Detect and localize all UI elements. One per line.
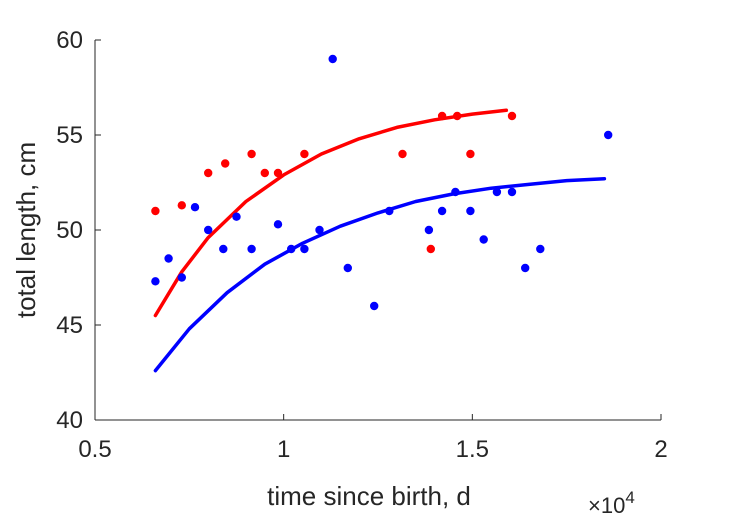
data-point-series-1 xyxy=(260,168,269,178)
x-multiplier-base: ×10 xyxy=(588,493,625,518)
y-axis-label: total length, cm xyxy=(11,142,41,318)
data-point-series-2 xyxy=(479,235,488,244)
x-tick-label: 2 xyxy=(654,436,667,463)
data-point-series-1 xyxy=(177,201,186,210)
data-point-series-2 xyxy=(536,244,545,254)
data-point-series-2 xyxy=(370,301,379,311)
data-point-series-2 xyxy=(451,187,460,197)
x-tick-label: 1.5 xyxy=(456,436,489,463)
y-tick-label: 60 xyxy=(56,27,83,54)
x-axis-label: time since birth, d xyxy=(267,481,471,511)
data-points xyxy=(151,54,613,311)
data-point-series-2 xyxy=(204,225,213,235)
y-tick-label: 50 xyxy=(56,217,83,244)
fit-curve-2 xyxy=(153,176,607,373)
data-point-series-1 xyxy=(466,149,475,159)
data-point-series-2 xyxy=(177,273,186,282)
data-point-series-1 xyxy=(437,111,447,121)
data-point-series-2 xyxy=(300,244,309,254)
data-point-series-2 xyxy=(190,203,200,212)
data-point-series-2 xyxy=(424,225,434,235)
data-point-series-1 xyxy=(221,159,230,168)
data-point-series-1 xyxy=(204,168,213,178)
data-point-series-2 xyxy=(219,244,228,254)
fit-curves xyxy=(153,108,607,373)
data-point-series-2 xyxy=(466,206,475,216)
y-tick-label: 55 xyxy=(56,122,83,149)
data-point-series-1 xyxy=(426,244,435,254)
data-point-series-1 xyxy=(151,206,160,216)
data-point-series-2 xyxy=(343,263,352,273)
data-point-series-2 xyxy=(437,206,447,216)
data-point-series-2 xyxy=(247,244,256,254)
data-point-series-1 xyxy=(300,149,309,159)
data-point-series-2 xyxy=(151,277,160,286)
x-multiplier-exponent: 4 xyxy=(625,488,634,507)
x-axis-multiplier: ×104 xyxy=(588,488,635,518)
data-point-series-2 xyxy=(273,220,283,229)
x-tick-label: 0.5 xyxy=(78,436,111,463)
axis-labels: time since birth, d total length, cm ×10… xyxy=(11,142,635,518)
data-point-series-2 xyxy=(232,212,241,221)
data-point-series-2 xyxy=(521,263,530,273)
data-point-series-1 xyxy=(247,149,256,159)
data-point-series-2 xyxy=(287,244,296,254)
data-point-series-2 xyxy=(507,187,517,197)
data-point-series-2 xyxy=(164,254,173,263)
data-point-series-2 xyxy=(492,187,502,197)
data-point-series-1 xyxy=(273,168,283,178)
data-point-series-1 xyxy=(398,149,407,159)
fit-curve-1 xyxy=(153,108,509,318)
y-tick-label: 45 xyxy=(56,312,83,339)
data-point-series-2 xyxy=(385,206,394,216)
x-tick-label: 1 xyxy=(277,436,290,463)
axes: 0.5 1 1.5 2 40 45 50 55 60 xyxy=(56,27,667,463)
data-point-series-2 xyxy=(604,130,613,140)
data-point-series-2 xyxy=(328,54,337,64)
data-point-series-1 xyxy=(453,111,462,121)
data-point-series-1 xyxy=(507,111,517,121)
y-tick-label: 40 xyxy=(56,407,83,434)
data-point-series-2 xyxy=(315,225,324,235)
